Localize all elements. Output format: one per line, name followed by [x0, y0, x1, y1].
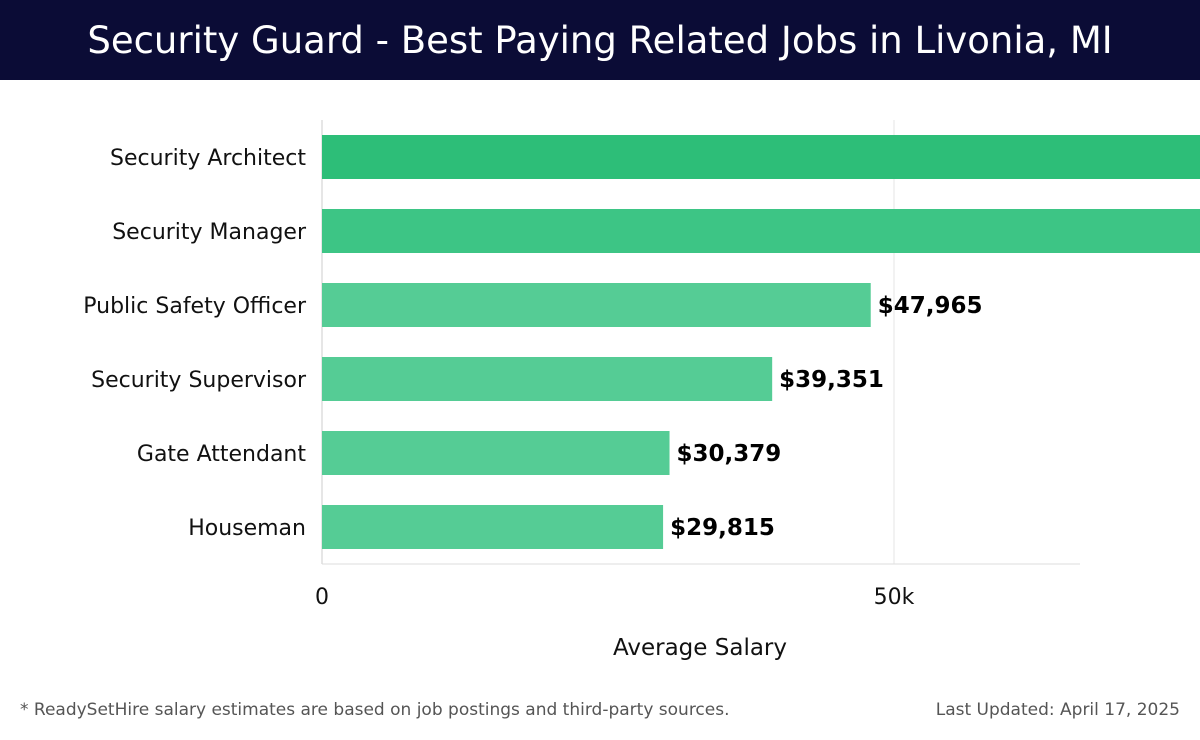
bar	[322, 283, 871, 327]
category-label: Security Supervisor	[91, 368, 307, 393]
bar-chart: $126,000$88,338$47,965$39,351$30,379$29,…	[83, 120, 1200, 661]
grid-lines	[321, 120, 1080, 565]
value-labels: $126,000$88,338$47,965$39,351$30,379$29,…	[670, 293, 983, 541]
title-bar: Security Guard - Best Paying Related Job…	[0, 0, 1200, 80]
bars	[322, 135, 1200, 549]
value-label: $39,351	[779, 367, 884, 393]
last-updated: Last Updated: April 17, 2025	[935, 700, 1180, 720]
category-label: Security Architect	[110, 146, 306, 171]
category-label: Gate Attendant	[137, 442, 306, 467]
bar	[322, 135, 1200, 179]
chart-title: Security Guard - Best Paying Related Job…	[87, 18, 1113, 62]
x-tick-label: 0	[315, 585, 329, 610]
bar	[322, 209, 1200, 253]
category-label: Public Safety Officer	[83, 294, 307, 319]
value-label: $47,965	[878, 293, 983, 319]
bar	[322, 357, 773, 401]
bar	[322, 505, 664, 549]
value-label: $29,815	[670, 515, 775, 541]
bar	[322, 431, 670, 475]
category-label: Houseman	[188, 516, 306, 541]
footer-note: * ReadySetHire salary estimates are base…	[20, 700, 730, 720]
category-labels: Security Architect Security Manager Public…	[83, 146, 307, 541]
x-axis-title: Average Salary	[613, 635, 787, 661]
value-label: $30,379	[677, 441, 782, 467]
x-tick-labels: 050k100k	[315, 585, 915, 610]
category-label: Security Manager	[112, 220, 307, 245]
x-tick-label: 50k	[874, 585, 915, 610]
